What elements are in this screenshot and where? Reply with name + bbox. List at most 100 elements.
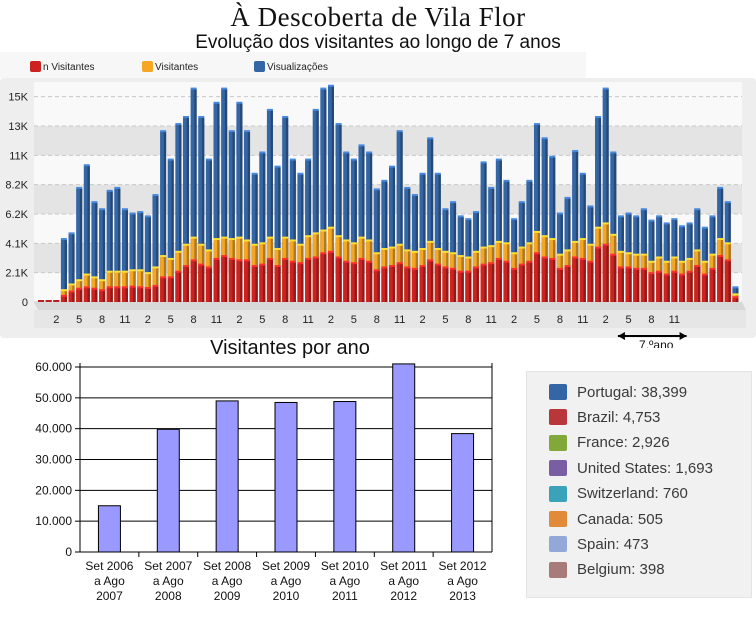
- bar-shade: [224, 256, 228, 302]
- bar-n-visitantes: [282, 259, 289, 302]
- bar-shade: [79, 188, 83, 302]
- bar-n-visitantes: [305, 259, 312, 302]
- bar-top: [541, 137, 548, 140]
- bar-top: [274, 165, 281, 168]
- bar-n-visitantes: [495, 259, 502, 302]
- bar-shade: [636, 269, 640, 302]
- bar-top: [144, 215, 151, 218]
- bar-shade: [415, 269, 418, 302]
- bar-visualizações: [533, 124, 541, 302]
- bar-top: [495, 257, 502, 260]
- x-tick-label: 11: [577, 314, 588, 326]
- bar-shade: [537, 253, 541, 302]
- bar-visualizações: [114, 188, 121, 302]
- bar-shade: [346, 152, 350, 302]
- bar-n-visitantes: [373, 270, 380, 302]
- bar-n-visitantes: [213, 259, 220, 302]
- bar-top: [694, 208, 701, 211]
- bar-shade: [598, 117, 602, 302]
- bar-shade: [713, 269, 716, 302]
- bar-top: [457, 255, 464, 258]
- bar-top: [221, 236, 228, 239]
- bar-shade: [87, 165, 90, 302]
- x-category-label: 2013: [449, 589, 476, 603]
- bar-top: [595, 115, 602, 118]
- x-tick-label: 8: [465, 314, 471, 326]
- bar-shade: [369, 152, 373, 302]
- y-tick-label: 30.000: [35, 453, 72, 467]
- bar-shade: [186, 266, 190, 302]
- bar-visualizações: [60, 239, 67, 302]
- bar-shade: [194, 260, 197, 302]
- bar-top: [327, 250, 334, 253]
- x-tick-label: 2: [145, 314, 151, 326]
- bar-n-visitantes: [106, 287, 113, 302]
- bar-n-visitantes: [91, 289, 98, 302]
- x-tick-label: 2: [53, 314, 59, 326]
- bar-visualizações: [572, 151, 579, 302]
- bar-top: [76, 186, 83, 189]
- bar-top: [381, 247, 388, 250]
- bar-n-visitantes: [182, 266, 190, 302]
- country-label: Switzerland: 760: [577, 485, 688, 503]
- bar-n-visitantes: [274, 266, 281, 302]
- bar-n-visitantes: [244, 260, 251, 302]
- bar-top: [709, 267, 716, 270]
- bar-top: [152, 266, 159, 269]
- bar-visualizações: [366, 152, 373, 302]
- bar-top: [617, 266, 624, 269]
- bar-shade: [690, 272, 693, 302]
- bar-n-visitantes: [114, 287, 121, 302]
- x-category-label: Set 2010: [321, 559, 369, 573]
- bar-shade: [293, 160, 296, 302]
- bar-n-visitantes: [76, 289, 83, 302]
- bar-n-visitantes: [457, 272, 464, 302]
- bar-visualizações: [358, 145, 365, 302]
- bar-shade: [530, 262, 533, 302]
- bar-top: [549, 257, 556, 260]
- bar-n-visitantes: [595, 248, 602, 302]
- bar-top: [205, 266, 212, 269]
- bar-top: [129, 269, 136, 272]
- bar-shade: [148, 216, 151, 302]
- x-tick-label: 11: [669, 314, 680, 326]
- y-tick-label: 2.1K: [5, 268, 28, 280]
- legend-label: n Visitantes: [43, 62, 95, 73]
- bar-top: [434, 263, 441, 266]
- bar-top: [457, 215, 464, 218]
- bar-visualizações: [99, 209, 106, 302]
- bar-n-visitantes: [236, 260, 243, 302]
- bar-top: [411, 267, 418, 270]
- bar-shade: [171, 160, 174, 302]
- grid-band: [34, 184, 742, 214]
- year-bar: [451, 433, 475, 553]
- bar-top: [579, 172, 586, 175]
- bar-n-visitantes: [366, 262, 373, 302]
- bar-top: [610, 233, 617, 236]
- bar-shade: [667, 275, 670, 302]
- x-tick-label: 8: [282, 314, 288, 326]
- bar-n-visitantes: [617, 267, 624, 302]
- bar-shade: [484, 265, 487, 302]
- bar-shade: [720, 256, 724, 302]
- bar-shade: [423, 174, 426, 302]
- bar-top: [579, 257, 586, 260]
- bar-shade: [659, 272, 663, 302]
- bar-shade: [583, 259, 586, 302]
- bar-n-visitantes: [671, 272, 678, 302]
- bar-top: [266, 108, 273, 111]
- bar-top: [289, 158, 296, 161]
- bar-shade: [507, 262, 510, 302]
- bar-visualizações: [137, 212, 144, 302]
- bar-n-visitantes: [633, 269, 640, 302]
- bar-top: [526, 179, 533, 182]
- country-label: Canada: 505: [577, 510, 663, 528]
- bar-n-visitantes: [488, 263, 495, 302]
- bar-visualizações: [305, 160, 312, 302]
- bar-n-visitantes: [640, 269, 647, 302]
- bar-top: [175, 123, 182, 126]
- bar-visualizações: [335, 124, 342, 302]
- bar-n-visitantes: [343, 262, 350, 302]
- bar-top: [228, 130, 235, 133]
- bar-top: [137, 269, 144, 272]
